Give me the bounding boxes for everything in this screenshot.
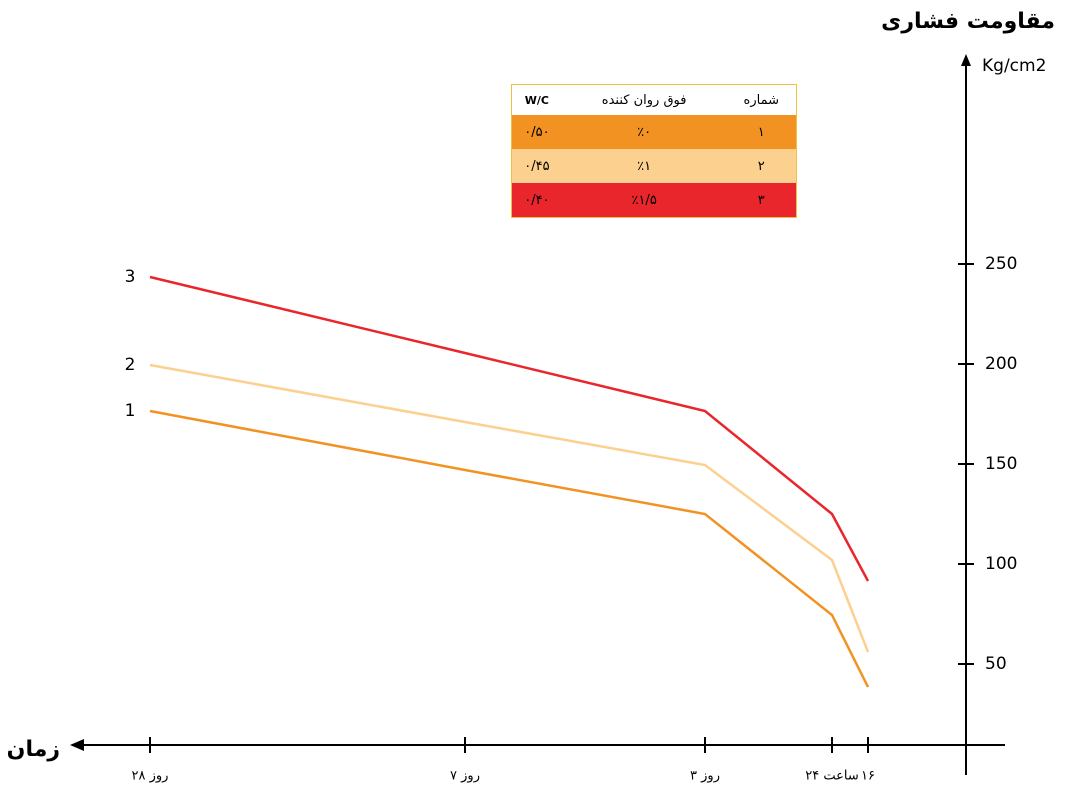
y-tick-label: 250 (985, 254, 1017, 274)
x-tick-label: ۲۴ ساعت (805, 769, 859, 784)
series-label: 3 (125, 267, 136, 287)
x-tick-label: ۷ روز (450, 769, 480, 784)
y-axis-label: مقاومت فشاری (881, 9, 1055, 34)
y-unit: Kg/cm2 (982, 56, 1046, 76)
y-tick-label: 200 (985, 354, 1017, 374)
header-cell: W/C (511, 84, 562, 115)
table-cell: ۰/۴۰ (524, 192, 550, 208)
x-arrow (70, 739, 84, 751)
x-tick-label: ۳ روز (690, 769, 720, 784)
table-row: ۳ ٪۱/۵ ۰/۴۰ (511, 183, 797, 218)
y-tick-label: 150 (985, 454, 1017, 474)
series-label: 2 (125, 355, 136, 375)
table-header: شماره فوق روان کننده W/C (511, 84, 797, 115)
series-line (149, 409, 870, 688)
table-cell: ٪۰ (637, 124, 652, 140)
table-cell: ۲ (757, 158, 765, 174)
series-line (149, 275, 870, 582)
table-cell: ٪۱/۵ (631, 192, 657, 208)
y-arrow (961, 54, 971, 66)
table-cell: ۰/۵۰ (524, 124, 550, 140)
header-cell: شماره (726, 84, 797, 115)
y-tick-label: 100 (985, 554, 1017, 574)
table-cell: ٪۱ (637, 158, 652, 174)
legend-table: شماره فوق روان کننده W/C ۱ ٪۰ ۰/۵۰ ۲ ٪۱ ۰/۴۵ ۳ ٪۱/… (511, 84, 797, 218)
series-line (149, 363, 870, 653)
table-row: ۱ ٪۰ ۰/۵۰ (511, 115, 797, 149)
table-cell: ۱ (757, 124, 765, 140)
header-cell: فوق روان کننده (561, 84, 727, 115)
table-cell: ۰/۴۵ (524, 158, 550, 174)
x-tick-label: ۲۸ روز (132, 769, 169, 784)
series-label: 1 (125, 401, 136, 421)
table-cell: ۳ (757, 192, 765, 208)
x-tick-label: ۱۶ (861, 769, 875, 784)
x-axis-label: زمان (7, 737, 60, 762)
y-tick-label: 50 (985, 654, 1007, 674)
table-row: ۲ ٪۱ ۰/۴۵ (511, 149, 797, 183)
